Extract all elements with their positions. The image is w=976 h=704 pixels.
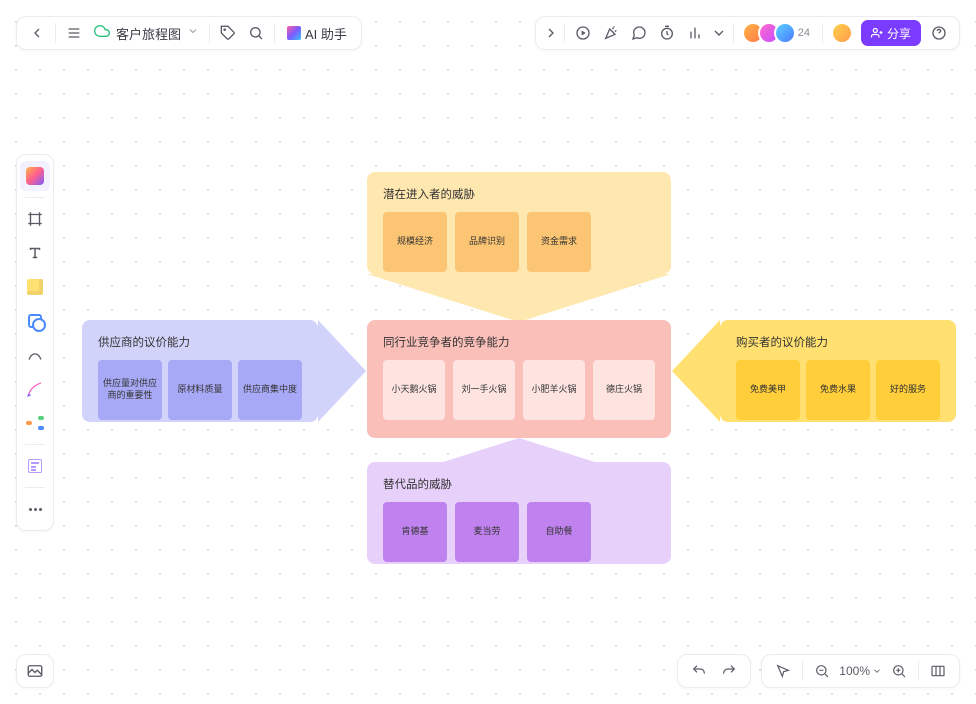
force-title: 潜在进入者的威胁 (383, 186, 655, 202)
arrow-left (672, 320, 720, 422)
force-rivalry[interactable]: 同行业竞争者的竞争能力 小天鹅火锅 刘一手火锅 小肥羊火锅 德庄火锅 (367, 320, 671, 438)
diagram-card[interactable]: 麦当劳 (455, 502, 519, 562)
diagram-card[interactable]: 刘一手火锅 (453, 360, 515, 420)
force-potential-entrants[interactable]: 潜在进入者的威胁 规模经济 品牌识别 资金需求 (367, 172, 671, 274)
arrow-down (367, 274, 671, 322)
force-suppliers[interactable]: 供应商的议价能力 供应量对供应商的重要性 原材料质量 供应商集中度 (82, 320, 318, 422)
cards-row: 小天鹅火锅 刘一手火锅 小肥羊火锅 德庄火锅 (383, 360, 655, 420)
force-title: 同行业竞争者的竞争能力 (383, 334, 655, 350)
arrow-right (318, 320, 366, 422)
diagram-card[interactable]: 资金需求 (527, 212, 591, 272)
cards-row: 肯德基 麦当劳 自助餐 (383, 502, 655, 562)
cards-row: 供应量对供应商的重要性 原材料质量 供应商集中度 (98, 360, 302, 420)
canvas[interactable]: 潜在进入者的威胁 规模经济 品牌识别 资金需求 供应商的议价能力 供应量对供应商… (0, 0, 976, 704)
force-substitutes[interactable]: 替代品的威胁 肯德基 麦当劳 自助餐 (367, 462, 671, 564)
diagram-card[interactable]: 好的服务 (876, 360, 940, 420)
diagram-card[interactable]: 德庄火锅 (593, 360, 655, 420)
diagram-card[interactable]: 小肥羊火锅 (523, 360, 585, 420)
diagram-card[interactable]: 免费水果 (806, 360, 870, 420)
force-title: 购买者的议价能力 (736, 334, 940, 350)
cards-row: 免费美甲 免费水果 好的服务 (736, 360, 940, 420)
diagram-card[interactable]: 原材料质量 (168, 360, 232, 420)
diagram-card[interactable]: 自助餐 (527, 502, 591, 562)
diagram-card[interactable]: 供应商集中度 (238, 360, 302, 420)
diagram-card[interactable]: 供应量对供应商的重要性 (98, 360, 162, 420)
diagram-card[interactable]: 小天鹅火锅 (383, 360, 445, 420)
diagram-card[interactable]: 肯德基 (383, 502, 447, 562)
diagram-card[interactable]: 免费美甲 (736, 360, 800, 420)
force-title: 替代品的威胁 (383, 476, 655, 492)
diagram-card[interactable]: 品牌识别 (455, 212, 519, 272)
cards-row: 规模经济 品牌识别 资金需求 (383, 212, 655, 272)
force-title: 供应商的议价能力 (98, 334, 302, 350)
diagram-card[interactable]: 规模经济 (383, 212, 447, 272)
force-buyers[interactable]: 购买者的议价能力 免费美甲 免费水果 好的服务 (720, 320, 956, 422)
